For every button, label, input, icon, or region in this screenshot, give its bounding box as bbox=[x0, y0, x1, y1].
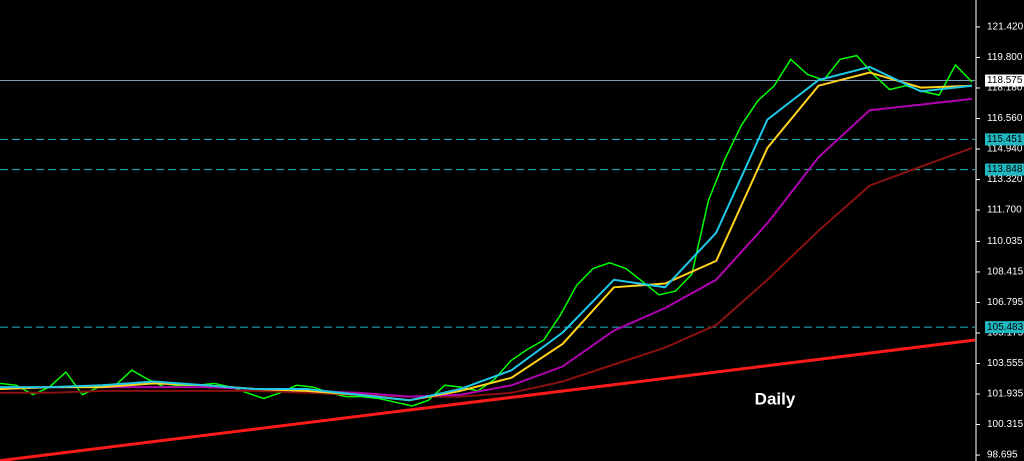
price-line bbox=[0, 65, 973, 402]
level-label-box bbox=[985, 133, 1024, 146]
price-line bbox=[0, 97, 973, 398]
price-line bbox=[0, 146, 973, 398]
y-tick-label: 101.935 bbox=[987, 389, 1024, 400]
level-label: 115.451 bbox=[987, 134, 1023, 145]
y-tick-label: 100.315 bbox=[987, 419, 1024, 430]
y-tick-label: 114.940 bbox=[987, 144, 1023, 155]
price-line bbox=[0, 71, 973, 402]
y-tick-label: 118.180 bbox=[987, 83, 1023, 94]
y-tick-label: 111.700 bbox=[987, 205, 1022, 216]
y-tick-label: 98.695 bbox=[987, 450, 1018, 461]
level-label-box bbox=[985, 74, 1024, 87]
level-label: 113.848 bbox=[987, 164, 1023, 175]
level-label-box bbox=[985, 321, 1024, 334]
annotation: Daily bbox=[755, 389, 796, 408]
y-tick-label: 110.035 bbox=[987, 236, 1023, 247]
level-label: 105.483 bbox=[987, 322, 1024, 333]
y-tick-label: 106.795 bbox=[987, 297, 1024, 308]
trendline bbox=[0, 338, 976, 461]
level-label-box bbox=[985, 163, 1024, 176]
y-tick-label: 121.420 bbox=[987, 22, 1024, 33]
y-tick-label: 113.320 bbox=[987, 174, 1023, 185]
y-tick-label: 103.555 bbox=[987, 358, 1024, 369]
y-tick-label: 116.560 bbox=[987, 113, 1023, 124]
level-label: 118.575 bbox=[987, 75, 1023, 86]
y-tick-label: 108.415 bbox=[987, 267, 1024, 278]
y-tick-label: 119.800 bbox=[987, 52, 1023, 63]
